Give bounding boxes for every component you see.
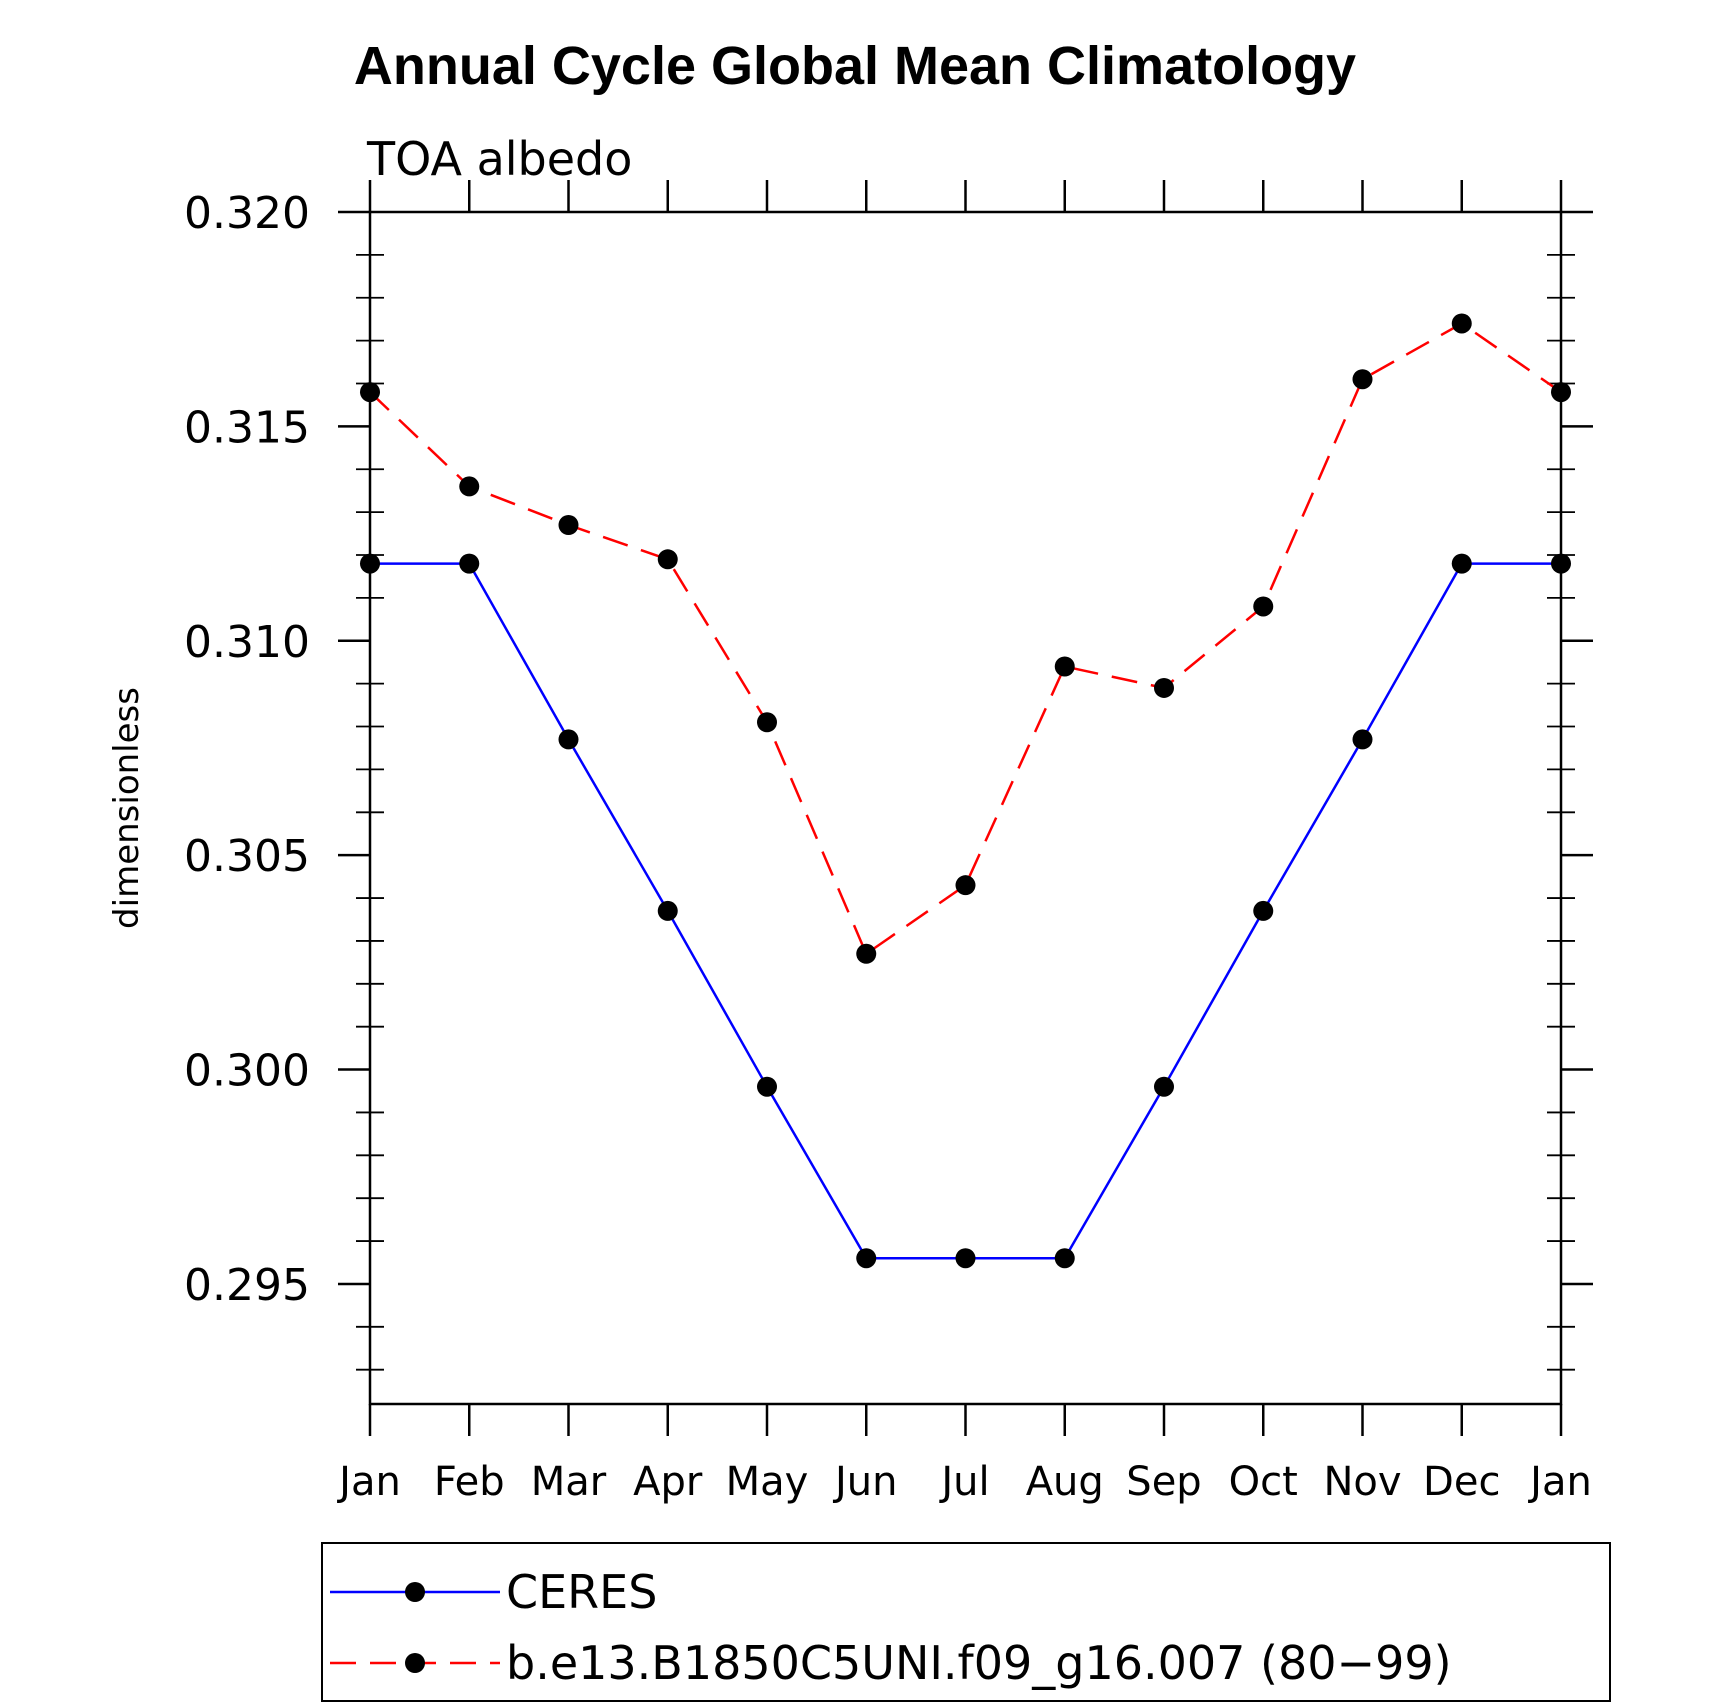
y-tick-labels: 0.320 0.315 0.310 0.305 0.300 0.295 xyxy=(184,188,310,1311)
legend-marker-1 xyxy=(405,1653,425,1673)
plot-frame xyxy=(368,210,1563,1406)
y-axis-label: dimensionless xyxy=(107,687,147,929)
data-point-1 xyxy=(1352,369,1373,390)
data-point-1 xyxy=(757,712,777,733)
data-point-1 xyxy=(1451,313,1472,334)
x-tick-label: Dec xyxy=(1423,1459,1500,1505)
y-tick-label: 0.310 xyxy=(184,617,310,668)
data-point-0 xyxy=(1154,1076,1174,1097)
series-line-1 xyxy=(369,322,1562,956)
legend: CERES b.e13.B1850C5UNI.f09_g16.007 (80−99… xyxy=(330,1565,1452,1690)
data-point-0 xyxy=(1551,553,1571,574)
data-point-1 xyxy=(1551,382,1571,403)
data-point-1 xyxy=(459,476,480,497)
x-tick-label: Apr xyxy=(633,1459,703,1505)
chart-subtitle: TOA albedo xyxy=(366,132,632,186)
x-tick-label: May xyxy=(726,1459,809,1505)
x-tick-label: Feb xyxy=(434,1459,505,1505)
x-tick-labels: Jan Feb Mar Apr May Jun Jul Aug Sep Oct Nov Dec Jan xyxy=(336,1459,1592,1505)
x-tick-label: Aug xyxy=(1026,1459,1104,1505)
data-point-0 xyxy=(856,1248,877,1269)
x-tick-label: Jul xyxy=(938,1459,989,1505)
data-point-0 xyxy=(657,900,678,921)
x-tick-label: Sep xyxy=(1126,1459,1201,1505)
y-tick-label: 0.320 xyxy=(184,188,310,239)
x-tick-label: Jan xyxy=(336,1459,401,1505)
series-markers xyxy=(360,313,1571,1269)
data-point-0 xyxy=(1352,729,1373,750)
x-tick-label: Jan xyxy=(1527,1459,1592,1505)
y-tick-label: 0.300 xyxy=(184,1046,310,1097)
legend-label-1: b.e13.B1850C5UNI.f09_g16.007 (80−99) xyxy=(506,1636,1452,1690)
x-tick-label: Mar xyxy=(531,1459,607,1505)
data-point-1 xyxy=(360,382,380,403)
y-tick-label: 0.315 xyxy=(184,402,310,453)
x-tick-label: Nov xyxy=(1323,1459,1401,1505)
legend-label-0: CERES xyxy=(506,1565,657,1619)
y-tick-label: 0.295 xyxy=(184,1260,310,1311)
data-point-0 xyxy=(1253,900,1274,921)
data-point-1 xyxy=(1154,677,1174,698)
y-tick-label: 0.305 xyxy=(184,831,310,882)
data-point-0 xyxy=(558,729,579,750)
data-point-1 xyxy=(955,875,976,896)
axis-ticks xyxy=(338,180,1593,1436)
legend-box xyxy=(321,1542,1611,1702)
data-point-1 xyxy=(1253,596,1274,617)
chart-title: Annual Cycle Global Mean Climatology xyxy=(354,36,1356,96)
legend-marker-0 xyxy=(405,1582,425,1602)
series-line-0 xyxy=(370,562,1561,1260)
data-point-0 xyxy=(955,1248,976,1269)
data-point-1 xyxy=(856,943,877,964)
x-tick-label: Jun xyxy=(832,1459,898,1505)
data-point-0 xyxy=(360,553,380,574)
data-point-1 xyxy=(1054,656,1075,677)
data-point-0 xyxy=(757,1076,777,1097)
x-tick-label: Oct xyxy=(1229,1459,1298,1505)
data-point-0 xyxy=(1054,1248,1075,1269)
data-point-0 xyxy=(1451,553,1472,574)
data-point-0 xyxy=(459,553,480,574)
data-point-1 xyxy=(657,549,678,570)
data-point-1 xyxy=(558,515,579,536)
series-lines xyxy=(369,322,1562,1260)
